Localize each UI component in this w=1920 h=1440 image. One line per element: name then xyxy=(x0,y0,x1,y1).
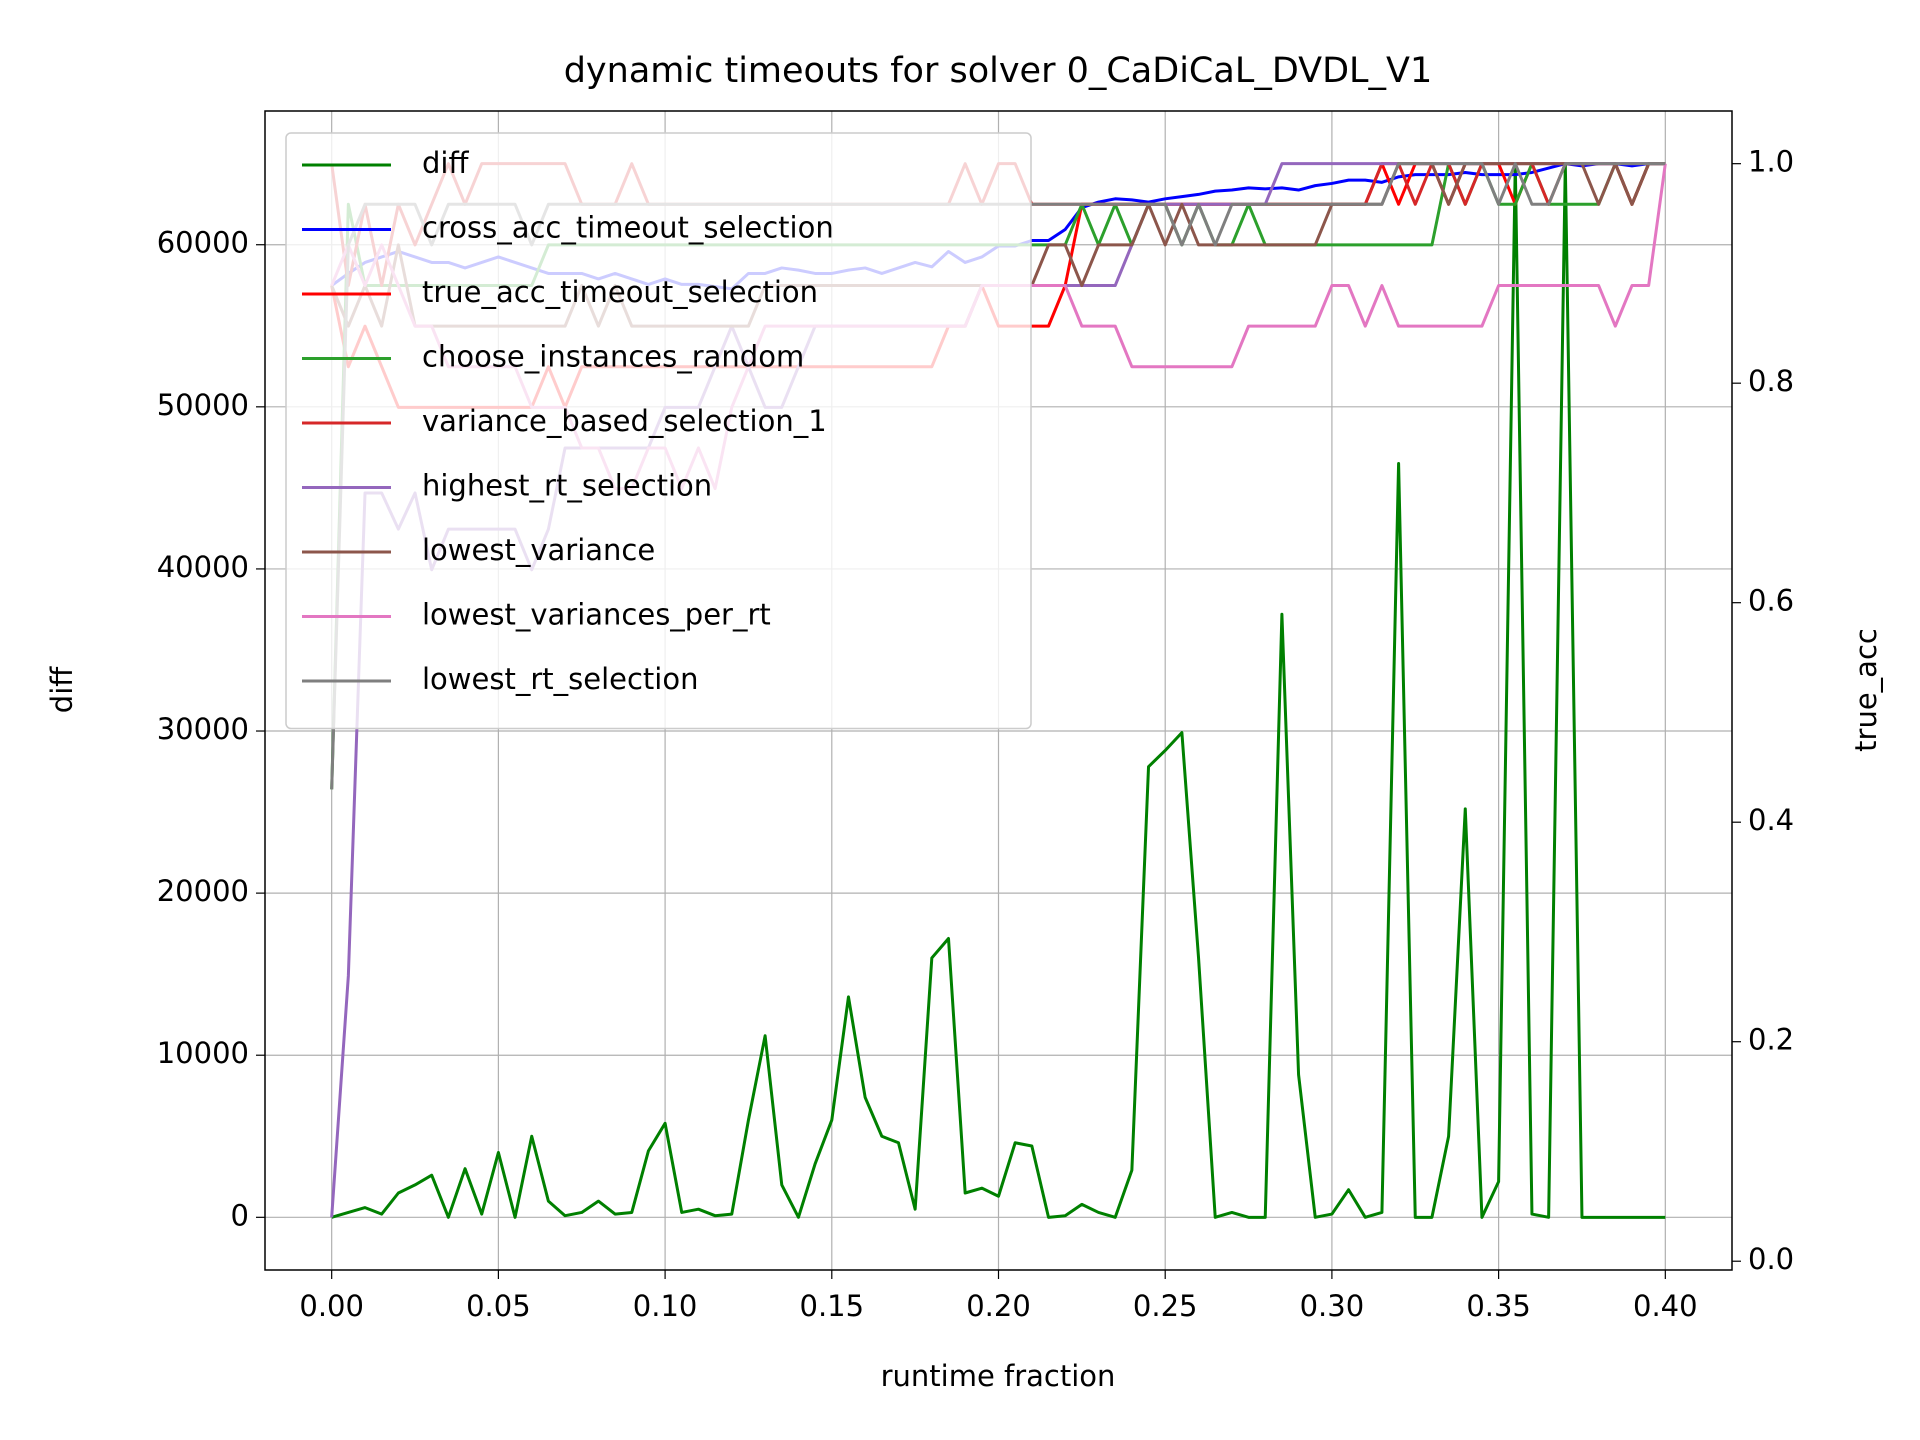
chart-title: dynamic timeouts for solver 0_CaDiCaL_DV… xyxy=(564,51,1433,91)
y2-axis-label: true_acc xyxy=(1849,628,1883,752)
legend: diff cross_acc_timeout_selection true_acc_… xyxy=(285,132,1032,730)
series-line xyxy=(331,162,1666,1219)
legend-box xyxy=(285,132,1032,730)
legend-label: lowest_rt_selection xyxy=(422,662,698,696)
legend-label: true_acc_timeout_selection xyxy=(422,275,818,309)
legend-label: cross_acc_timeout_selection xyxy=(422,211,834,245)
y-tick-label: 10000 xyxy=(157,1036,249,1070)
y-tick-label: 30000 xyxy=(157,712,249,746)
y-axis-label: diff xyxy=(45,666,79,713)
y2-tick-label: 0.0 xyxy=(1748,1242,1794,1276)
legend-label: highest_rt_selection xyxy=(422,469,712,503)
x-tick-label: 0.20 xyxy=(966,1289,1031,1323)
y2-tick-label: 0.6 xyxy=(1748,584,1794,618)
legend-label: lowest_variance xyxy=(422,533,655,567)
y-tick-label: 60000 xyxy=(157,226,249,260)
y-tick-label: 20000 xyxy=(157,874,249,908)
y2-tick-label: 1.0 xyxy=(1748,145,1794,179)
legend-label: diff xyxy=(422,146,469,180)
x-tick-label: 0.10 xyxy=(633,1289,698,1323)
y2-tick-label: 0.2 xyxy=(1748,1023,1794,1057)
y-tick-label: 0 xyxy=(231,1198,249,1232)
x-tick-label: 0.30 xyxy=(1300,1289,1365,1323)
y2-tick-label: 0.4 xyxy=(1748,803,1794,837)
legend-label: choose_instances_random xyxy=(422,340,804,374)
x-tick-label: 0.15 xyxy=(800,1289,865,1323)
legend-label: variance_based_selection_1 xyxy=(422,404,827,438)
x-tick-label: 0.00 xyxy=(299,1289,364,1323)
y-tick-label: 50000 xyxy=(157,388,249,422)
x-tick-label: 0.05 xyxy=(466,1289,531,1323)
x-tick-label: 0.40 xyxy=(1633,1289,1698,1323)
x-tick-label: 0.25 xyxy=(1133,1289,1198,1323)
y-tick-label: 40000 xyxy=(157,550,249,584)
legend-label: lowest_variances_per_rt xyxy=(422,598,771,632)
axes: 0.00 0.05 0.10 0.15 0.20 0.25 0.30 0.35 0.40 0 100… xyxy=(157,145,1794,1323)
y2-tick-label: 0.8 xyxy=(1748,364,1794,398)
x-tick-label: 0.35 xyxy=(1466,1289,1531,1323)
x-axis-label: runtime fraction xyxy=(881,1359,1116,1393)
